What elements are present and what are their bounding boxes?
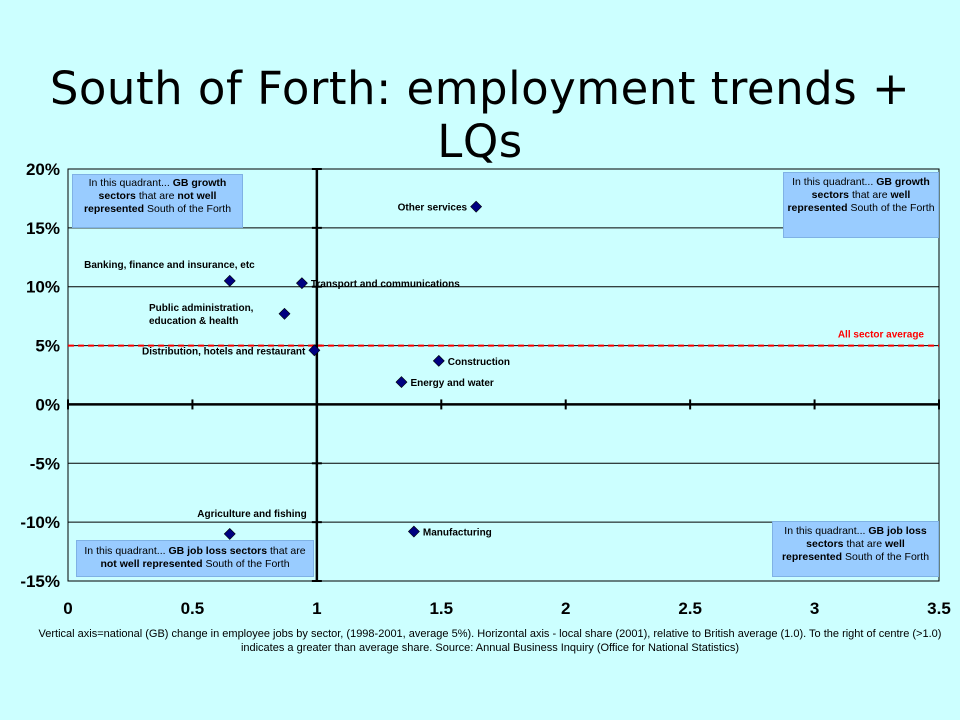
data-point xyxy=(308,344,321,357)
point-label: Energy and water xyxy=(410,378,493,389)
callout-top-right: In this quadrant... GB growth sectors th… xyxy=(783,172,939,238)
x-tick-label: 1 xyxy=(312,599,321,618)
x-tick-label: 3.5 xyxy=(927,599,951,618)
callout-bottom-right-post: South of the Forth xyxy=(842,551,930,563)
tick-labels: 20% 15% 10% 5% 0% -5% -10% -15%0 0.5 1 1.5 2 2.5 3 3.5 xyxy=(20,160,951,618)
y-tick-label: 10% xyxy=(26,278,60,297)
x-tick-label: 2 xyxy=(561,599,570,618)
callout-top-right-b2: well represented xyxy=(787,189,911,214)
callout-bottom-right-pre: In this quadrant... xyxy=(784,525,869,537)
chart-caption: Vertical axis=national (GB) change in em… xyxy=(38,628,942,654)
callout-top-left-mid: that are xyxy=(135,190,178,202)
callout-top-left-pre: In this quadrant... xyxy=(88,177,173,189)
callout-top-right-post: South of the Forth xyxy=(847,202,935,214)
callout-bottom-left-post: South of the Forth xyxy=(202,558,290,570)
y-tick-label: -10% xyxy=(20,513,60,532)
point-label: Banking, finance and insurance, etc xyxy=(84,260,255,271)
reference-line-group: All sector average xyxy=(68,330,939,347)
data-point xyxy=(395,376,408,388)
callout-top-left-post: South of the Forth xyxy=(144,203,232,215)
callout-bottom-left-pre: In this quadrant... xyxy=(84,545,169,557)
y-tick-label: 15% xyxy=(26,219,60,238)
x-tick-label: 0.5 xyxy=(181,599,205,618)
callout-bottom-left-b2: not well represented xyxy=(100,558,203,570)
point-label-line: education & health xyxy=(149,316,238,327)
grid-lines xyxy=(68,227,939,523)
x-tick-label: 0 xyxy=(63,599,72,618)
point-label: Agriculture and fishing xyxy=(197,509,306,520)
all-sector-average-label: All sector average xyxy=(838,330,925,341)
x-tick-label: 1.5 xyxy=(429,599,453,618)
callout-bottom-right-b2: well represented xyxy=(781,538,905,563)
point-label: Other services xyxy=(398,203,468,214)
callout-bottom-right-mid: that are xyxy=(843,538,885,550)
point-labels: Other services Banking, finance and insur… xyxy=(84,203,510,539)
callout-top-right-pre: In this quadrant... xyxy=(792,176,877,188)
point-label-line: Public administration, xyxy=(149,303,254,314)
y-tick-label: -15% xyxy=(20,572,60,591)
callout-bottom-left-mid: that are xyxy=(267,545,306,557)
y-tick-label: -5% xyxy=(30,454,60,473)
y-tick-label: 0% xyxy=(35,395,60,414)
callout-top-right-mid: that are xyxy=(849,189,891,201)
point-label: Manufacturing xyxy=(423,528,492,539)
callout-bottom-left: In this quadrant... GB job loss sectors … xyxy=(76,540,314,577)
callout-bottom-left-b1: GB job loss sectors xyxy=(168,545,268,557)
data-points xyxy=(223,200,483,540)
point-label: Construction xyxy=(448,357,510,368)
point-label: Public administration, education & health xyxy=(149,303,254,327)
data-point xyxy=(407,525,420,538)
x-tick-label: 2.5 xyxy=(678,599,702,618)
plot-border xyxy=(67,168,940,582)
point-label: Transport and communications xyxy=(311,279,460,290)
callout-top-right-b1: GB growth sectors xyxy=(811,176,930,201)
data-point xyxy=(223,274,236,287)
x-tick-label: 3 xyxy=(810,599,819,618)
callout-top-left-b2: not well represented xyxy=(83,190,217,215)
data-point xyxy=(470,200,483,213)
callout-top-left-b1: GB growth sectors xyxy=(98,177,227,202)
data-point xyxy=(223,527,236,540)
callout-bottom-right-b1: GB job loss sectors xyxy=(806,525,927,550)
slide-title: South of Forth: employment trends + LQs xyxy=(49,62,911,168)
data-point xyxy=(278,307,291,320)
axes xyxy=(67,168,940,582)
y-tick-label: 5% xyxy=(35,337,60,356)
callout-top-left: In this quadrant... GB growth sectors th… xyxy=(72,174,243,228)
point-label: Distribution, hotels and restaurant xyxy=(142,346,306,357)
y-tick-label: 20% xyxy=(26,160,60,179)
data-point xyxy=(296,277,308,290)
data-point xyxy=(432,354,445,367)
callout-bottom-right: In this quadrant... GB job loss sectors … xyxy=(772,521,939,577)
